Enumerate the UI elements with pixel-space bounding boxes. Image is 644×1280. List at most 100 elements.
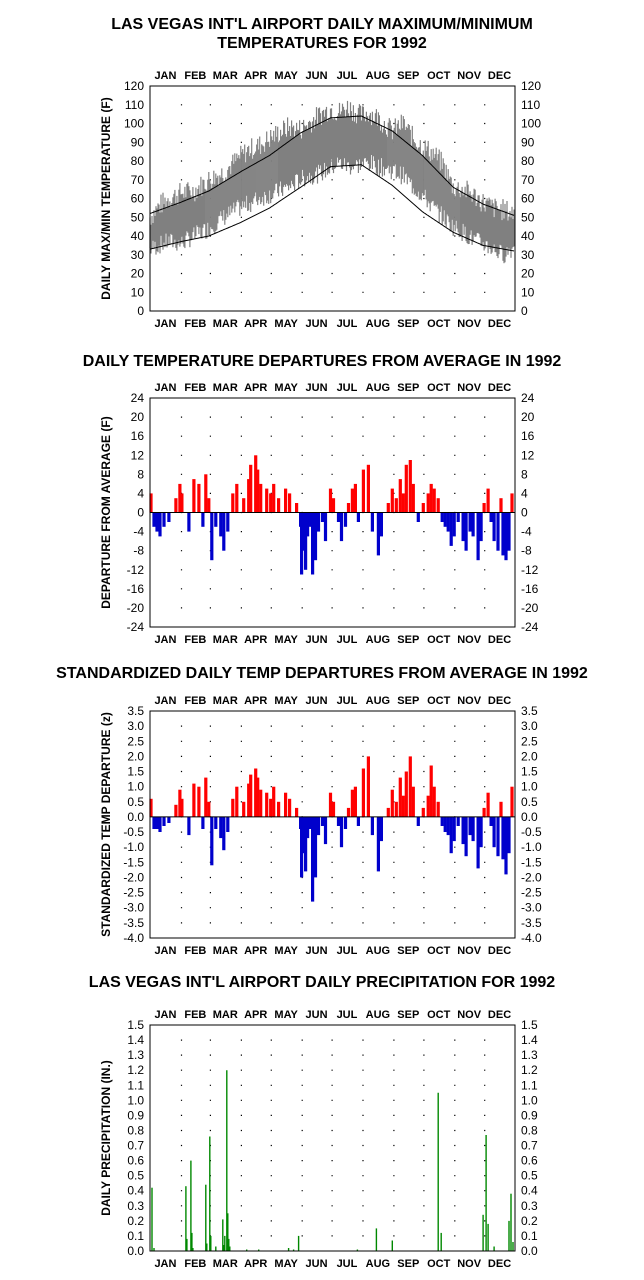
series-marks (151, 1070, 514, 1251)
y-tick-label-right: 0.7 (521, 1139, 538, 1153)
positive-departure-bar (242, 498, 246, 513)
negative-departure-bar (479, 512, 483, 542)
y-tick-label-left: 0.0 (127, 1244, 144, 1258)
positive-departure-bar (247, 479, 251, 513)
y-tick-label-left: 40 (131, 229, 145, 243)
negative-departure-bar (379, 512, 383, 537)
month-label-top: JUN (306, 70, 328, 82)
negative-departure-bar (496, 512, 500, 551)
y-tick-label-left: 0.6 (127, 1154, 144, 1168)
y-tick-label-right: -3.0 (521, 901, 542, 915)
negative-departure-bar (152, 512, 156, 527)
y-tick-label-left: 60 (131, 192, 145, 206)
y-tick-label-left: 0.0 (127, 810, 144, 824)
month-label-top: OCT (427, 1009, 451, 1021)
y-tick-label-right: -2.5 (521, 886, 542, 900)
month-label-top: MAR (213, 382, 238, 394)
month-label-bottom: APR (244, 318, 267, 330)
month-label-top: MAR (213, 1009, 238, 1021)
month-label-top: NOV (457, 695, 482, 707)
negative-departure-bar (304, 816, 308, 872)
negative-departure-bar (376, 816, 380, 872)
positive-departure-bar (401, 795, 405, 817)
month-label-top: NOV (457, 382, 482, 394)
y-tick-label-right: 2.5 (521, 734, 538, 748)
positive-departure-bar (204, 474, 208, 513)
month-label-top: MAY (274, 695, 298, 707)
positive-departure-bar (331, 498, 336, 513)
chart1-title-line2: TEMPERATURES FOR 1992 (217, 35, 427, 52)
plot-frame (149, 397, 516, 628)
negative-departure-bar (479, 816, 483, 848)
negative-departure-bar (323, 816, 328, 845)
positive-departure-bar (386, 503, 390, 513)
positive-departure-bar (295, 807, 299, 817)
y-tick-label-left: -16 (127, 582, 145, 596)
month-label-bottom: FEB (184, 318, 206, 330)
positive-departure-bar (249, 464, 253, 513)
negative-departure-bar (416, 512, 420, 522)
negative-departure-bar (306, 816, 310, 839)
y-tick-label-right: 40 (521, 229, 535, 243)
month-label-bottom: JUN (306, 634, 328, 646)
month-label-top: MAR (213, 695, 238, 707)
month-label-bottom: FEB (184, 945, 206, 957)
positive-departure-bar (398, 479, 402, 513)
y-tick-label-left: 16 (131, 429, 145, 443)
chart3-svg: -4.0 -4.0-3.5 -3.5-3.0 -3.0-2.5 -2.5-2.0 -2.0… (99, 695, 542, 957)
month-label-top: JUL (337, 695, 358, 707)
positive-departure-bar (272, 786, 276, 817)
positive-departure-bar (436, 801, 440, 817)
y-tick-label-right: 0.8 (521, 1123, 538, 1137)
y-axis-label: DEPARTURE FROM AVERAGE (F) (99, 416, 113, 608)
negative-departure-bar (496, 816, 500, 857)
month-label-top: FEB (184, 695, 206, 707)
chart4-title: LAS VEGAS INT'L AIRPORT DAILY PRECIPITAT… (0, 973, 644, 992)
y-tick-label-left: 1.4 (127, 1033, 144, 1047)
y-tick-label-right: 1.5 (521, 1018, 538, 1032)
positive-departure-bar (408, 460, 412, 513)
positive-departure-bar (197, 483, 201, 513)
month-label-bottom: JUL (337, 634, 358, 646)
month-label-bottom: AUG (366, 945, 390, 957)
month-label-top: JUL (337, 1009, 358, 1021)
positive-departure-bar (207, 498, 211, 513)
month-label-top: JUN (306, 1009, 328, 1021)
month-label-top: SEP (397, 695, 419, 707)
negative-departure-bar (370, 512, 374, 532)
month-label-bottom: MAR (213, 318, 238, 330)
month-label-top: JUL (337, 382, 358, 394)
positive-departure-bar (288, 493, 292, 513)
month-label-bottom: DEC (488, 634, 511, 646)
chart3-title: STANDARDIZED DAILY TEMP DEPARTURES FROM … (0, 664, 644, 683)
positive-departure-bar (288, 798, 292, 817)
month-label-top: JAN (154, 695, 176, 707)
plot-frame (149, 1024, 516, 1252)
month-label-bottom: OCT (427, 318, 451, 330)
negative-departure-bar (316, 512, 321, 532)
negative-departure-bar (456, 816, 460, 826)
month-label-bottom: SEP (397, 945, 419, 957)
series-marks (149, 455, 515, 575)
y-tick-label-left: 3.5 (127, 704, 144, 718)
positive-departure-bar (178, 789, 182, 817)
negative-departure-bar (440, 512, 444, 522)
positive-departure-bar (361, 768, 365, 817)
y-tick-label-left: -4 (133, 525, 144, 539)
positive-departure-bar (426, 795, 430, 817)
negative-departure-bar (210, 512, 214, 561)
y-tick-label-right: 20 (521, 410, 535, 424)
y-tick-label-left: 30 (131, 248, 145, 262)
y-tick-label-right: 0.0 (521, 810, 538, 824)
y-tick-label-left: 12 (131, 448, 145, 462)
month-label-top: DEC (488, 695, 511, 707)
y-tick-label-right: -4.0 (521, 931, 542, 945)
y-tick-label-left: 0.8 (127, 1123, 144, 1137)
negative-departure-bar (461, 512, 465, 542)
positive-departure-bar (386, 807, 390, 817)
month-label-bottom: OCT (427, 634, 451, 646)
positive-departure-bar (408, 756, 412, 817)
y-tick-label-right: 90 (521, 135, 535, 149)
y-tick-label-right: 100 (521, 117, 541, 131)
y-tick-label-left: -24 (127, 620, 145, 634)
